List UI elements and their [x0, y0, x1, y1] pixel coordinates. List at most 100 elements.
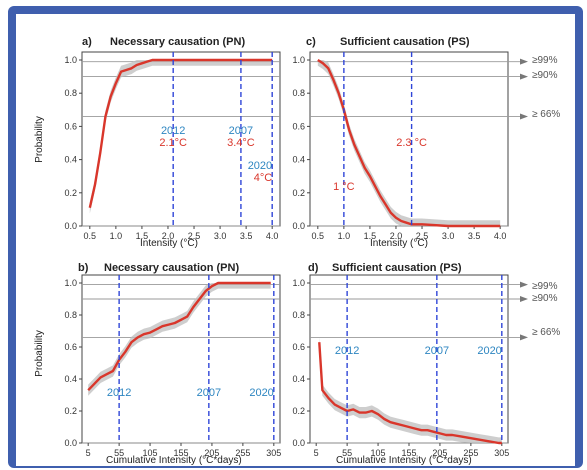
- panel-c-xlabel: Intensity (°C): [370, 238, 428, 249]
- panel-d-year-label: 2012: [335, 345, 359, 357]
- panel-c-xtick-label: 1.5: [364, 231, 377, 241]
- panel-b-year-label: 2012: [107, 387, 131, 399]
- panel-c-title: Sufficient causation (PS): [340, 36, 470, 48]
- panel-d-uncertainty-band: [319, 336, 502, 443]
- threshold-66-bottom: ≥ 66%: [532, 327, 561, 338]
- panel-b-ytick-label: 0.8: [64, 310, 77, 320]
- panel-a-ytick-label: 0.6: [64, 121, 77, 131]
- panel-b-xtick-label: 55: [114, 448, 124, 458]
- panel-d-xtick-label: 305: [494, 448, 509, 458]
- panel-c-reference-arrow: [520, 113, 528, 120]
- panel-b-letter: b): [78, 262, 89, 274]
- figure-background: [16, 14, 575, 466]
- panel-a-xtick-label: 2.0: [162, 231, 175, 241]
- threshold-99-top: ≥99%: [532, 55, 558, 66]
- panel-d-year-label: 2007: [425, 345, 449, 357]
- panel-c-ytick-label: 0.2: [292, 188, 305, 198]
- panel-a-temp-label: 2.1°C: [159, 137, 187, 149]
- panel-b-xtick-label: 5: [86, 448, 91, 458]
- panel-b-xtick-label: 205: [204, 448, 219, 458]
- panel-b-xtick-label: 305: [266, 448, 281, 458]
- panel-c-ytick-label: 0.0: [292, 221, 305, 231]
- panel-b-ytick-label: 0.2: [64, 406, 77, 416]
- panel-c-ytick-label: 0.8: [292, 88, 305, 98]
- panel-d-ytick-label: 0.8: [292, 310, 305, 320]
- panel-a-xlabel: Intensity (°C): [140, 238, 198, 249]
- panel-b-probability-line: [87, 281, 271, 392]
- panel-b-ytick-label: 1.0: [64, 278, 77, 288]
- panel-b-year-label: 2007: [197, 387, 221, 399]
- threshold-66-top: ≥ 66%: [532, 109, 561, 120]
- panel-c-xtick-label: 2.0: [390, 231, 403, 241]
- panel-d-letter: d): [308, 262, 319, 274]
- panel-c-xtick-label: 4.0: [494, 231, 507, 241]
- panel-d-xtick-label: 55: [342, 448, 352, 458]
- panel-c-xtick-label: 2.5: [416, 231, 429, 241]
- panel-d-xtick-label: 105: [371, 448, 386, 458]
- panel-d-ytick-label: 0.4: [292, 374, 305, 384]
- panel-b-ytick-label: 0.0: [64, 438, 77, 448]
- panel-c-reference-arrow: [520, 58, 528, 65]
- threshold-90-bottom: ≥90%: [532, 293, 558, 304]
- panel-c-xtick-label: 0.5: [312, 231, 325, 241]
- panel-a-ytick-label: 0.8: [64, 88, 77, 98]
- panel-c-probability-line: [317, 58, 501, 228]
- panel-b-plot-area: [81, 274, 281, 444]
- panel-d-ytick-label: 0.6: [292, 342, 305, 352]
- panel-a-year-label: 2012: [161, 125, 185, 137]
- panel-a-xtick-label: 1.0: [110, 231, 123, 241]
- panel-c-xtick-label: 1.0: [338, 231, 351, 241]
- panel-a-ytick-label: 0.0: [64, 221, 77, 231]
- panel-a-xtick-label: 4.0: [266, 231, 279, 241]
- panel-a-year-label: 2020: [248, 160, 272, 172]
- panel-b-uncertainty-band: [88, 283, 271, 396]
- panel-b-xlabel: Cumulative Intensity (°C*days): [106, 455, 242, 466]
- panel-d-ytick-label: 0.2: [292, 406, 305, 416]
- panel-a-xtick-label: 3.0: [214, 231, 227, 241]
- panel-b-year-label: 2020: [249, 387, 273, 399]
- panel-a-year-label: 2007: [229, 125, 253, 137]
- threshold-99-bottom: ≥99%: [532, 281, 558, 292]
- panel-d-ytick-label: 1.0: [292, 278, 305, 288]
- panel-a-temp-label: 3.4°C: [227, 137, 255, 149]
- panel-b-xtick-label: 105: [143, 448, 158, 458]
- panel-d-title: Sufficient causation (PS): [332, 262, 462, 274]
- panel-c-ytick-label: 1.0: [292, 55, 305, 65]
- panel-c-letter: c): [306, 36, 316, 48]
- panel-c-xtick-label: 3.5: [468, 231, 481, 241]
- panel-b-xtick-label: 255: [235, 448, 250, 458]
- panel-d-xtick-label: 155: [401, 448, 416, 458]
- panel-b-title: Necessary causation (PN): [104, 262, 240, 274]
- panel-d-xlabel: Cumulative Intensity (°C*days): [336, 455, 472, 466]
- panel-a-xtick-label: 1.5: [136, 231, 149, 241]
- panel-a-temp-label: 4°C: [254, 172, 273, 184]
- panel-d-plot-area: [309, 274, 509, 444]
- panel-a-xtick-label: 2.5: [188, 231, 201, 241]
- panel-d-xtick-label: 255: [463, 448, 478, 458]
- panel-d-reference-arrow: [520, 281, 528, 288]
- panel-c-ytick-label: 0.4: [292, 155, 305, 165]
- panel-a-probability-line: [88, 58, 273, 209]
- panel-a-ytick-label: 1.0: [64, 55, 77, 65]
- panel-a-letter: a): [82, 36, 92, 48]
- panel-d-reference-arrow: [520, 296, 528, 302]
- panel-b-xtick-label: 155: [173, 448, 188, 458]
- panel-d-probability-line: [318, 342, 502, 445]
- panel-c-temp-label: 1 °C: [333, 181, 355, 193]
- panel-a-ytick-label: 0.4: [64, 155, 77, 165]
- panel-c-reference-arrow: [520, 73, 528, 80]
- panel-a-ytick-label: 0.2: [64, 188, 77, 198]
- panel-c-xtick-label: 3.0: [442, 231, 455, 241]
- threshold-90-top: ≥90%: [532, 70, 558, 81]
- panel-a-xtick-label: 0.5: [84, 231, 97, 241]
- panel-a-title: Necessary causation (PN): [110, 36, 246, 48]
- panel-d-xtick-label: 5: [314, 448, 319, 458]
- panel-c-temp-label: 2.3 °C: [396, 137, 427, 149]
- panel-a-xtick-label: 3.5: [240, 231, 253, 241]
- panel-d-xtick-label: 205: [432, 448, 447, 458]
- panel-b-ytick-label: 0.6: [64, 342, 77, 352]
- panel-d-reference-arrow: [520, 334, 528, 341]
- panel-c-ytick-label: 0.6: [292, 121, 305, 131]
